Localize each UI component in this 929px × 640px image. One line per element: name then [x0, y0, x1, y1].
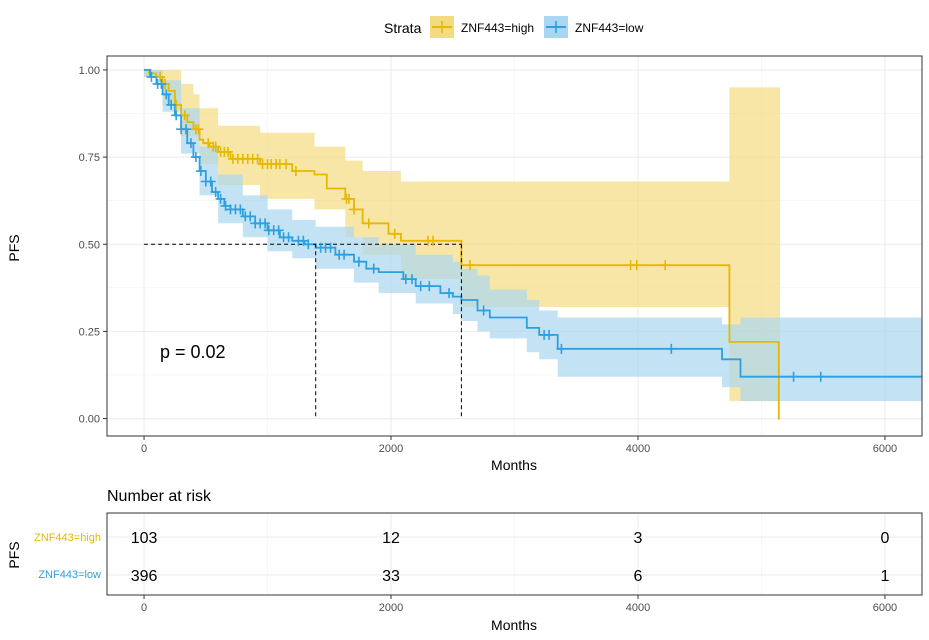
confidence-band-low — [144, 69, 922, 402]
censor-mark-low — [245, 211, 256, 222]
censor-mark-high — [193, 124, 204, 135]
censor-mark-low — [166, 99, 177, 110]
x-tick-label: 2000 — [379, 443, 403, 455]
censor-mark-low — [544, 329, 555, 340]
censor-mark-low — [666, 343, 677, 354]
risk-value: 33 — [382, 568, 400, 585]
risk-x-axis-ticks: 0 2000 4000 6000 — [141, 595, 897, 614]
risk-value: 396 — [131, 568, 158, 585]
censor-mark-low — [171, 110, 182, 121]
censor-mark-low — [424, 281, 435, 292]
legend-key-high-cross — [436, 21, 448, 33]
censor-mark-high — [428, 235, 438, 246]
censor-mark-high — [223, 146, 234, 157]
censor-mark-low — [205, 176, 216, 187]
censor-mark-high — [281, 159, 292, 170]
censor-mark-high — [344, 193, 355, 204]
censor-mark-low — [260, 218, 271, 229]
median-lines — [144, 243, 462, 419]
y-axis-ticks: 0.00 0.25 0.50 0.75 1.00 — [79, 65, 107, 426]
censor-mark-high — [252, 153, 263, 164]
censor-mark-low — [161, 89, 172, 100]
plot-border — [106, 55, 923, 437]
censor-mark-low — [339, 249, 350, 260]
censor-mark-high — [363, 218, 374, 229]
legend-entry-high: ZNF443=high — [461, 21, 534, 35]
censor-mark-high — [290, 166, 301, 177]
censor-mark-low — [156, 78, 167, 89]
censor-mark-high — [389, 228, 400, 239]
x-axis-ticks: 0 2000 4000 6000 — [141, 436, 897, 455]
censor-mark-low — [353, 256, 364, 267]
censor-mark-low — [415, 281, 426, 292]
risk-x-tick-label: 4000 — [626, 602, 650, 614]
legend-title: Strata — [384, 20, 422, 36]
x-tick-label: 6000 — [873, 443, 897, 455]
censor-mark-low — [368, 263, 379, 274]
censor-mark-low — [146, 71, 157, 82]
censor-mark-low — [215, 193, 226, 204]
censor-mark-high — [660, 260, 671, 271]
censor-mark-low — [190, 152, 201, 163]
x-axis-label: Months — [491, 457, 537, 473]
legend: Strata ZNF443=high ZNF443=low — [384, 16, 644, 38]
confidence-band-high — [144, 69, 780, 402]
censor-mark-low — [303, 239, 314, 250]
censor-marks — [146, 71, 826, 382]
censor-mark-low — [815, 371, 826, 382]
censor-mark-low — [235, 204, 246, 215]
censor-mark-low — [210, 186, 221, 197]
censor-mark-low — [788, 371, 799, 382]
censor-mark-high — [631, 260, 642, 271]
confidence-bands — [144, 69, 922, 402]
x-tick-label: 0 — [141, 443, 147, 455]
censor-mark-low — [185, 138, 196, 149]
censor-mark-low — [195, 166, 206, 177]
legend-entry-low: ZNF443=low — [575, 21, 644, 35]
censor-mark-high — [348, 204, 359, 215]
risk-row-label-high: ZNF443=high — [34, 532, 101, 544]
risk-y-axis-label: PFS — [6, 541, 22, 568]
risk-x-axis-label: Months — [491, 617, 537, 633]
y-tick-label: 0.50 — [79, 239, 100, 251]
censor-mark-low — [325, 242, 336, 253]
censor-mark-low — [444, 288, 455, 299]
p-value: p = 0.02 — [160, 342, 226, 362]
risk-value: 103 — [131, 530, 158, 547]
y-tick-label: 0.25 — [79, 326, 100, 338]
censor-mark-high — [465, 260, 476, 271]
censor-mark-high — [155, 71, 166, 82]
risk-value: 12 — [382, 530, 400, 547]
y-tick-label: 0.00 — [79, 414, 100, 426]
x-tick-label: 4000 — [626, 443, 650, 455]
censor-mark-low — [478, 305, 489, 316]
censor-mark-high — [210, 141, 221, 152]
risk-border — [106, 512, 923, 596]
censor-mark-low — [283, 232, 294, 243]
censor-mark-high — [179, 110, 190, 121]
risk-x-tick-label: 6000 — [873, 602, 897, 614]
risk-values: 103 12 3 0 396 33 6 1 — [131, 530, 890, 585]
censor-mark-low — [556, 343, 567, 354]
y-tick-label: 0.75 — [79, 152, 100, 164]
risk-grid — [107, 513, 922, 595]
legend-key-low-cross — [550, 21, 562, 33]
censor-mark-low — [181, 124, 192, 135]
censor-mark-low — [273, 225, 284, 236]
censor-mark-low — [407, 274, 418, 285]
risk-x-tick-label: 2000 — [379, 602, 403, 614]
risk-value: 1 — [881, 568, 890, 585]
risk-table-title: Number at risk — [107, 488, 212, 505]
risk-table: Number at risk 103 12 3 0 396 33 6 1 0 2000 4000 6… — [6, 488, 923, 633]
risk-row-label-low: ZNF443=low — [38, 569, 101, 581]
y-axis-label: PFS — [6, 234, 22, 261]
risk-x-tick-label: 0 — [141, 602, 147, 614]
risk-value: 3 — [634, 530, 643, 547]
risk-value: 6 — [634, 568, 643, 585]
y-tick-label: 1.00 — [79, 65, 100, 77]
risk-value: 0 — [881, 530, 890, 547]
km-plot: 0 2000 4000 6000 0.00 0.25 0.50 0.75 1.00 p = 0… — [6, 55, 923, 473]
